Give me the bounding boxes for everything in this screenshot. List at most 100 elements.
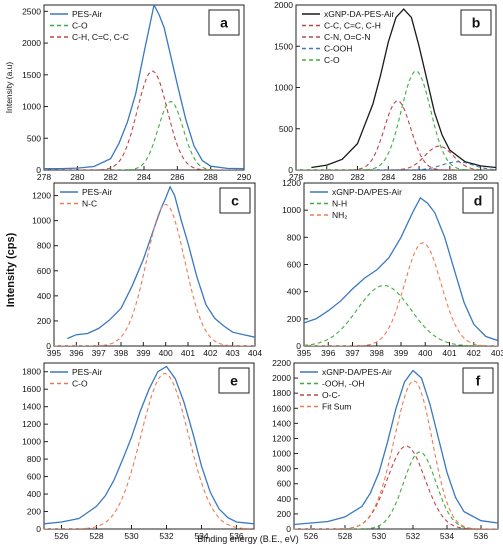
y-tick-label: 1000 (274, 83, 293, 93)
y-tick-label: 400 (27, 489, 41, 499)
y-tick-label: 400 (277, 494, 291, 504)
x-tick-label: 288 (443, 172, 457, 182)
x-tick-label: 282 (104, 172, 118, 182)
y-tick-label: 0 (286, 524, 291, 534)
panel-label: d (474, 193, 483, 209)
panel-label: c (231, 193, 239, 209)
y-tick-label: 1200 (22, 419, 41, 429)
series-line (296, 70, 496, 170)
x-tick-label: 284 (137, 172, 151, 182)
legend-entry: C-OOH (324, 44, 352, 54)
y-tick-label: 800 (27, 454, 41, 464)
y-tick-label: 800 (277, 464, 291, 474)
series-line (311, 8, 496, 169)
y-tick-label: 0 (296, 341, 301, 351)
y-tick-label: 1200 (32, 191, 51, 201)
x-tick-label: 399 (394, 348, 408, 358)
y-tick-label: 1000 (22, 437, 41, 447)
y-tick-label: 200 (37, 316, 51, 326)
series-line (54, 203, 255, 346)
panel-label-box (219, 187, 251, 214)
x-tick-label: 282 (350, 172, 364, 182)
x-tick-label: 402 (203, 348, 217, 358)
x-tick-label: 536 (474, 531, 488, 541)
panel-label-box (208, 9, 240, 36)
y-tick-label: 500 (279, 124, 293, 134)
legend-entry: C-C, C=C, C-H (324, 21, 381, 31)
y-tick-label: 0 (36, 524, 41, 534)
x-tick-label: 534 (194, 531, 208, 541)
y-tick-label: 1200 (272, 433, 291, 443)
series-group (296, 8, 496, 170)
series-line (294, 445, 498, 529)
x-tick-label: 532 (406, 531, 420, 541)
panel-label: f (476, 373, 481, 389)
x-tick-label: 278 (289, 172, 303, 182)
y-tick-label: 2000 (274, 0, 293, 10)
y-tick-label: 0 (288, 165, 293, 175)
x-tick-label: 286 (170, 172, 184, 182)
legend-entry: PES-Air (72, 367, 102, 377)
y-tick-label: 400 (37, 291, 51, 301)
y-tick-label: 1600 (22, 384, 41, 394)
legend-entry: N-H (332, 199, 347, 209)
y-tick-label: 400 (287, 287, 301, 297)
legend-entry: xGNP-DA/PES-Air (322, 367, 392, 377)
y-tick-label: 1400 (272, 418, 291, 428)
y-tick-label: 2000 (22, 38, 41, 48)
legend-entry: PES-Air (72, 9, 102, 19)
x-tick-label: 526 (304, 531, 318, 541)
x-tick-label: 532 (159, 531, 173, 541)
x-tick-label: 399 (136, 348, 150, 358)
legend-entry: Fit Sum (322, 402, 351, 412)
panel-label: e (230, 373, 238, 389)
panel-d: 395 396 397 398 399 400 401 402 403 0 200 400 600 800… (282, 178, 503, 358)
series-line (296, 100, 496, 170)
y-tick-label: 1400 (22, 402, 41, 412)
y-tick-label: 800 (287, 232, 301, 242)
x-tick-label: 400 (418, 348, 432, 358)
y-tick-label: 600 (287, 260, 301, 270)
y-tick-label: 1000 (32, 216, 51, 226)
x-tick-label: 395 (297, 348, 311, 358)
panel-label: a (220, 15, 228, 31)
series-line (294, 369, 498, 526)
x-tick-label: 404 (248, 348, 262, 358)
x-tick-label: 278 (37, 172, 51, 182)
series-line (67, 185, 255, 340)
y-tick-label: 2200 (272, 358, 291, 368)
y-tick-label: 1500 (274, 41, 293, 51)
x-tick-label: 396 (321, 348, 335, 358)
y-tick-label: 800 (37, 241, 51, 251)
series-line (304, 242, 498, 346)
x-tick-label: 403 (226, 348, 240, 358)
series-line (294, 380, 498, 529)
y-tick-label: 1000 (22, 102, 41, 112)
x-tick-label: 528 (338, 531, 352, 541)
y-tick-label: 200 (277, 509, 291, 519)
x-tick-label: 396 (69, 348, 83, 358)
x-tick-label: 526 (54, 531, 68, 541)
x-tick-label: 534 (440, 531, 454, 541)
panels-group: 278 280 282 284 286 288 2900500100015002000250… (4, 0, 503, 541)
shared-x-axis-label: Binding energy (B.E., eV) (197, 534, 299, 544)
y-tick-label: 1000 (272, 449, 291, 459)
y-tick-label: 1500 (22, 70, 41, 80)
y-tick-label: 500 (27, 133, 41, 143)
y-tick-label: 200 (27, 507, 41, 517)
x-tick-label: 397 (345, 348, 359, 358)
y-tick-label: 600 (277, 479, 291, 489)
legend-entry: O-C- (322, 390, 341, 400)
y-tick-label: 0 (46, 341, 51, 351)
series-line (304, 196, 498, 342)
y-tick-label: 1000 (282, 205, 301, 215)
y-tick-label: 600 (27, 472, 41, 482)
panel-c: 395 396 397 398 399 400 401 402 403 404 0 200 400 600… (32, 182, 262, 358)
legend-entry: C-O (324, 55, 340, 65)
y-tick-label: 600 (37, 266, 51, 276)
x-tick-label: 397 (92, 348, 106, 358)
legend-entry: N-C (82, 199, 97, 209)
series-line (294, 451, 498, 529)
x-tick-label: 530 (124, 531, 138, 541)
series-line (44, 372, 254, 529)
